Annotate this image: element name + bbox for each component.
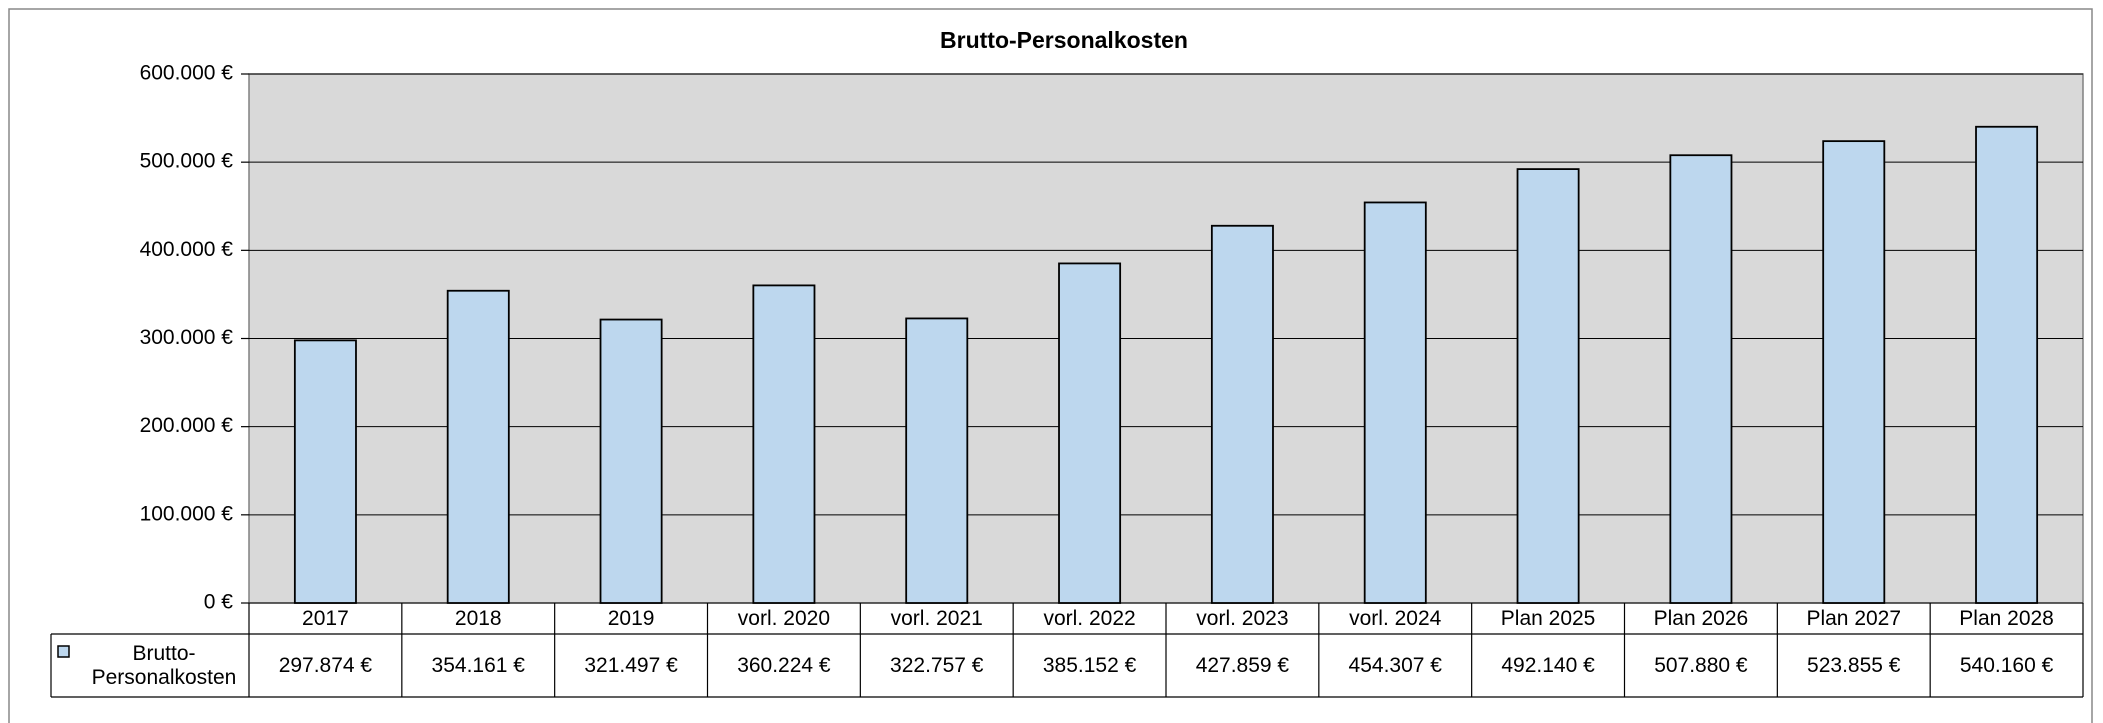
table-value: 507.880 €: [1654, 654, 1748, 677]
table-value: 321.497 €: [584, 654, 678, 677]
x-tick-label: vorl. 2022: [1043, 607, 1135, 630]
bar: [1822, 140, 1886, 604]
bar: [1516, 168, 1580, 604]
bar: [752, 284, 816, 604]
x-tick-label: 2018: [455, 607, 502, 630]
table-value: 427.859 €: [1196, 654, 1290, 677]
x-tick-label: vorl. 2021: [891, 607, 983, 630]
x-tick-label: 2017: [302, 607, 349, 630]
chart-title: Brutto-Personalkosten: [940, 27, 1188, 53]
table-value: 360.224 €: [737, 654, 831, 677]
legend-marker: [57, 645, 70, 658]
table-value: 322.757 €: [890, 654, 984, 677]
x-tick-label: Plan 2028: [1959, 607, 2054, 630]
table-value: 385.152 €: [1043, 654, 1137, 677]
legend-label: Brutto-Personalkosten: [91, 642, 237, 689]
table-value: 492.140 €: [1501, 654, 1595, 677]
x-tick-label: vorl. 2020: [738, 607, 830, 630]
bar: [446, 289, 510, 604]
bar: [293, 339, 357, 604]
table-value: 297.874 €: [279, 654, 373, 677]
table-value: 523.855 €: [1807, 654, 1901, 677]
bar: [1669, 154, 1733, 604]
y-tick-label: 200.000 €: [140, 414, 234, 437]
y-tick-label: 300.000 €: [140, 326, 234, 349]
y-tick-label: 400.000 €: [140, 238, 234, 261]
x-tick-label: Plan 2025: [1501, 607, 1596, 630]
y-tick-label: 100.000 €: [140, 502, 234, 525]
y-tick-label: 600.000 €: [140, 62, 234, 85]
x-tick-label: vorl. 2023: [1196, 607, 1288, 630]
bar: [1058, 262, 1122, 604]
table-value: 454.307 €: [1349, 654, 1443, 677]
y-tick-label: 500.000 €: [140, 150, 234, 173]
y-tick-label: 0 €: [204, 591, 234, 614]
bar: [599, 318, 663, 604]
bar: [1363, 201, 1427, 604]
table-value: 354.161 €: [432, 654, 526, 677]
x-tick-label: 2019: [608, 607, 655, 630]
bar: [1210, 224, 1274, 604]
bar: [1975, 125, 2039, 604]
table-value: 540.160 €: [1960, 654, 2054, 677]
x-tick-label: Plan 2026: [1654, 607, 1749, 630]
bar: [905, 317, 969, 604]
x-tick-label: vorl. 2024: [1349, 607, 1442, 630]
x-tick-label: Plan 2027: [1806, 607, 1901, 630]
